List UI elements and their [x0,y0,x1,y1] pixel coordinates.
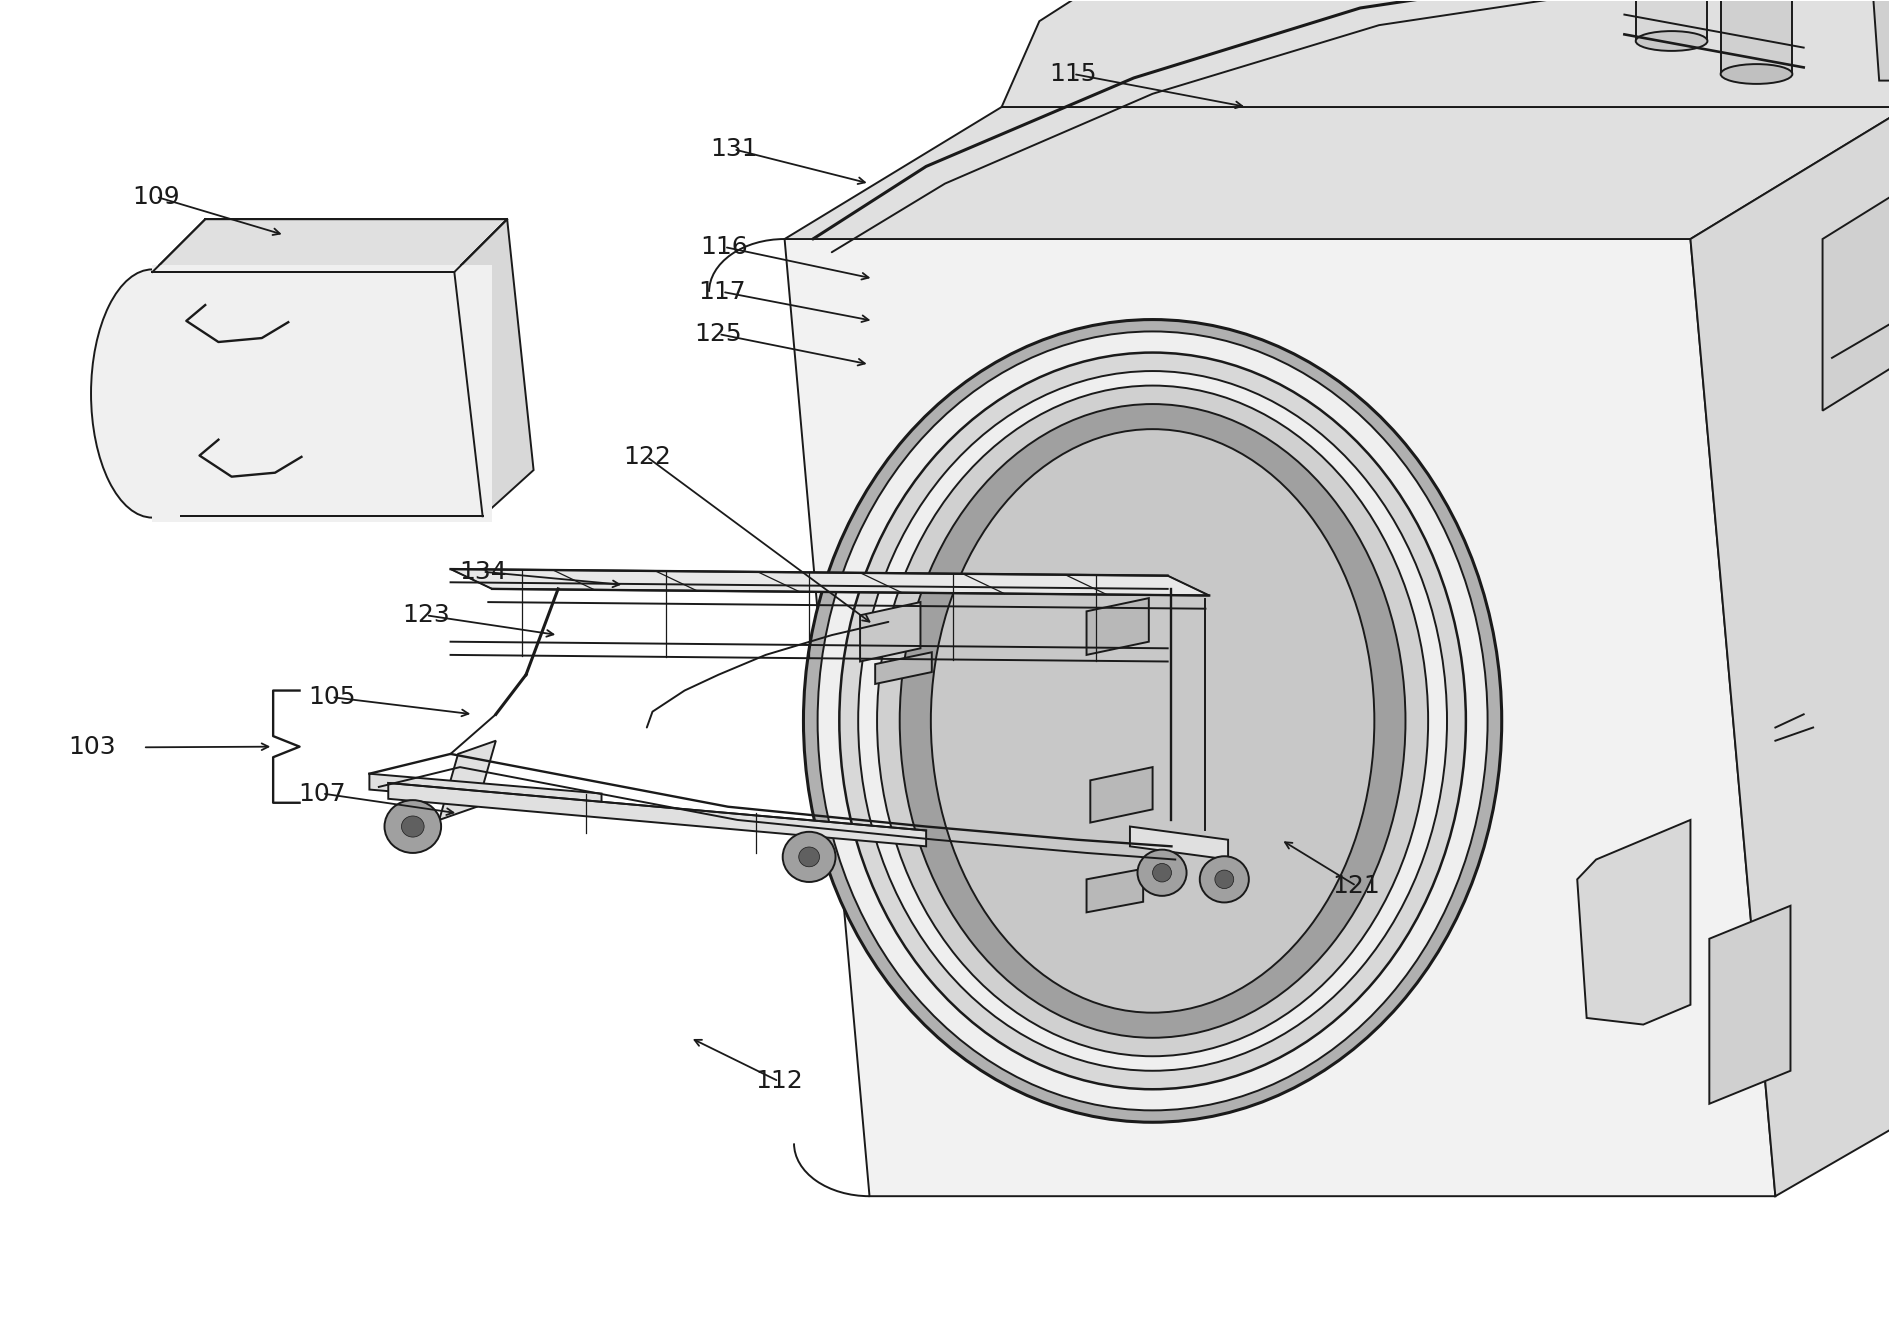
Text: 117: 117 [699,280,746,304]
Polygon shape [153,273,482,516]
Ellipse shape [839,352,1466,1089]
Ellipse shape [383,800,440,853]
Ellipse shape [818,332,1487,1110]
Polygon shape [368,774,601,810]
Text: 103: 103 [68,736,115,759]
Ellipse shape [1634,32,1706,50]
Ellipse shape [899,404,1405,1037]
Polygon shape [453,220,533,516]
Polygon shape [153,266,491,521]
Polygon shape [875,652,931,684]
Polygon shape [1689,107,1889,1196]
Text: 134: 134 [459,560,506,583]
Polygon shape [859,602,920,662]
Polygon shape [387,783,926,847]
Ellipse shape [799,847,820,867]
Polygon shape [438,741,495,820]
Polygon shape [1708,906,1789,1103]
Ellipse shape [931,429,1373,1012]
Polygon shape [784,239,1774,1196]
Ellipse shape [400,816,423,837]
Polygon shape [153,220,506,273]
Text: 131: 131 [710,138,757,161]
Polygon shape [1130,827,1228,860]
Polygon shape [1719,0,1791,74]
Polygon shape [1086,598,1149,655]
Polygon shape [1090,767,1152,823]
Text: 116: 116 [701,235,748,259]
Ellipse shape [782,832,835,882]
Text: 121: 121 [1332,875,1379,898]
Text: 112: 112 [754,1069,803,1093]
Polygon shape [1634,0,1706,41]
Ellipse shape [91,270,213,517]
Ellipse shape [1137,849,1186,896]
Polygon shape [1086,869,1143,913]
Polygon shape [1868,0,1889,81]
Ellipse shape [1719,64,1791,83]
Ellipse shape [1215,871,1234,889]
Polygon shape [450,569,1209,595]
Ellipse shape [803,320,1502,1122]
Text: 107: 107 [298,782,346,806]
Polygon shape [1577,820,1689,1024]
Text: 122: 122 [623,445,671,468]
Text: 115: 115 [1048,62,1096,86]
Polygon shape [1821,187,1889,410]
Ellipse shape [1152,864,1171,882]
Text: 109: 109 [132,185,179,209]
Text: 125: 125 [695,321,742,347]
Polygon shape [784,107,1889,239]
Text: 105: 105 [308,685,355,709]
Ellipse shape [876,385,1428,1056]
Polygon shape [1001,0,1889,107]
Ellipse shape [858,370,1447,1070]
Ellipse shape [1200,856,1249,902]
Text: 123: 123 [402,603,450,627]
